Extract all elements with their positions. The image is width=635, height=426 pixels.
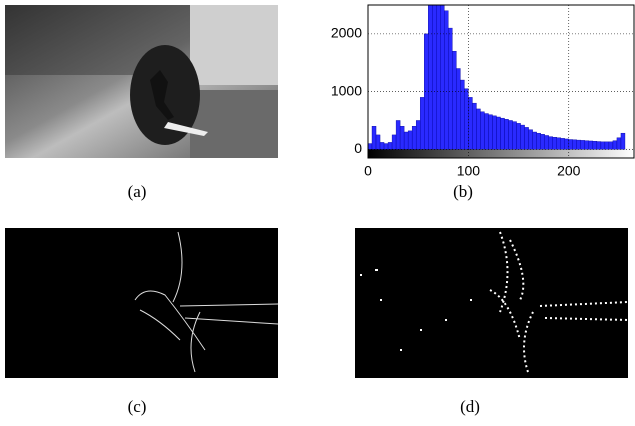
x-tick-label: 200 <box>557 163 581 179</box>
edge-image-d <box>355 228 629 378</box>
bar <box>548 136 553 150</box>
bar <box>480 111 485 150</box>
y-tick-label: 2000 <box>331 25 362 41</box>
caption: (a) <box>128 182 147 201</box>
bar <box>464 88 469 150</box>
bar <box>608 141 614 150</box>
bar <box>552 137 557 150</box>
bar <box>600 141 606 150</box>
bar <box>379 142 385 150</box>
bar <box>520 124 525 150</box>
bar <box>419 97 425 150</box>
bar <box>512 121 517 150</box>
bar <box>428 5 433 150</box>
bar <box>476 108 481 150</box>
bar <box>375 134 381 150</box>
bar <box>580 140 586 150</box>
bar <box>584 140 590 150</box>
bar <box>391 134 397 150</box>
bar <box>371 126 377 150</box>
bar <box>484 113 489 150</box>
bar <box>383 143 389 150</box>
y-tick-label: 1000 <box>331 82 362 98</box>
bar <box>496 116 501 150</box>
bar <box>403 131 409 150</box>
caption: (c) <box>128 397 147 416</box>
bar <box>612 140 618 150</box>
bar <box>604 141 610 150</box>
bar <box>415 120 421 150</box>
bar <box>588 140 594 150</box>
bar <box>368 143 373 150</box>
bar <box>504 119 509 150</box>
bar <box>568 139 573 150</box>
x-tick-label: 0 <box>364 163 372 179</box>
bar <box>544 135 549 150</box>
bar <box>472 102 477 150</box>
bar <box>492 115 497 150</box>
axes-frame <box>367 4 635 159</box>
bar <box>411 126 417 150</box>
bar <box>488 114 493 150</box>
bar <box>460 79 465 150</box>
bar <box>620 132 626 150</box>
bar <box>452 50 457 150</box>
x-tick-label: 100 <box>457 163 481 179</box>
bar <box>399 126 405 150</box>
bar <box>444 10 449 150</box>
bar <box>387 142 393 150</box>
bar <box>432 5 437 150</box>
bar <box>596 141 602 150</box>
bar <box>468 97 473 150</box>
bar <box>436 5 441 150</box>
photo-a <box>5 5 278 158</box>
bar <box>508 120 513 150</box>
bar <box>560 138 565 150</box>
bar <box>500 117 505 150</box>
caption: (d) <box>460 397 480 416</box>
bar <box>440 5 445 150</box>
bar <box>532 131 537 150</box>
bar <box>592 141 598 150</box>
bar <box>456 68 461 150</box>
bar <box>564 138 569 150</box>
bar <box>556 137 561 150</box>
bar <box>524 127 529 150</box>
edge-image-c <box>5 228 279 378</box>
histogram: 0 1000 2000 0 100 200 <box>331 4 635 179</box>
caption: (b) <box>453 182 473 201</box>
bar <box>424 33 429 150</box>
y-tick-label: 0 <box>354 140 362 156</box>
colorbar <box>368 148 634 158</box>
bar <box>576 139 582 150</box>
bar <box>407 130 413 150</box>
bar <box>572 139 577 150</box>
bar <box>448 27 453 150</box>
bar <box>536 132 541 150</box>
bar <box>616 137 622 150</box>
bar <box>540 134 545 150</box>
bar <box>395 120 401 150</box>
plot-area <box>368 5 626 150</box>
bar <box>528 129 533 150</box>
bar <box>516 123 521 150</box>
